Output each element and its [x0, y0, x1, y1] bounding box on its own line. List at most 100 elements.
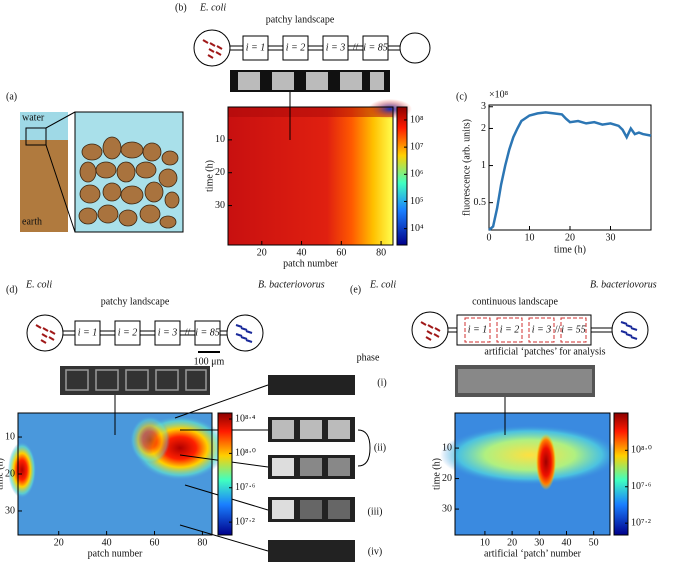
- 1: (ii): [374, 442, 386, 453]
- x-axis-label: patch number: [88, 548, 143, 559]
- predator: [235, 333, 243, 337]
- colorbar: [396, 106, 408, 246]
- patch: [362, 35, 389, 61]
- water-label: water: [22, 112, 45, 123]
- patch: [154, 320, 181, 346]
- patch-label: i = 3: [326, 42, 346, 53]
- y-tick-label: 0.5: [474, 197, 487, 208]
- colorbar-tick-label: 10⁵: [410, 196, 424, 207]
- bacterium: [208, 48, 215, 53]
- chamber: [26, 314, 64, 352]
- patch-label: i = 3: [532, 324, 552, 335]
- scale-bar: 100 μm: [194, 356, 225, 367]
- colorbar-tick-label: 10⁸·⁰: [631, 445, 652, 456]
- predator: [235, 324, 243, 328]
- heatmap-d: [8, 351, 371, 562]
- colorbar-tick-label: 10⁷·²: [631, 517, 651, 528]
- bacterium: [420, 321, 427, 326]
- patch-label: i = 1: [246, 42, 266, 53]
- bacterium: [434, 327, 441, 332]
- heatmap-e: [440, 365, 620, 535]
- y-tick-label: 30: [442, 503, 452, 514]
- bacterium: [42, 327, 49, 332]
- bacterium: [215, 51, 222, 56]
- xlabel: time (h): [554, 244, 586, 255]
- plot-frame: [488, 104, 652, 231]
- label: (e): [350, 284, 361, 295]
- y-tick-label: 10: [442, 442, 452, 453]
- y-tick-label: 1: [481, 160, 486, 171]
- 3: (iv): [368, 546, 382, 557]
- predator: [245, 330, 253, 334]
- bacterium: [35, 324, 42, 329]
- earth-label: earth: [22, 216, 42, 227]
- bacterium: [427, 324, 434, 329]
- x-tick-label: 60: [336, 247, 346, 258]
- patch-label: i = 2: [118, 327, 138, 338]
- y-tick-label: 30: [5, 505, 15, 516]
- y-tick-label: 3: [481, 101, 486, 112]
- x-tick-label: 10: [480, 537, 490, 548]
- y-tick-label: 20: [442, 473, 452, 484]
- y-axis-label: fluorescence (arb. units): [461, 119, 472, 216]
- patch: [282, 35, 309, 61]
- zoom-box: [25, 127, 47, 146]
- x-tick-label: 20: [54, 537, 64, 548]
- plot-frame: [227, 106, 394, 246]
- colorbar-tick-label: 10⁸·⁴: [235, 413, 256, 424]
- x-tick-label: 40: [102, 537, 112, 548]
- bacterium: [202, 39, 209, 44]
- 0: (i): [377, 377, 386, 388]
- patch-label: i = 1: [468, 324, 488, 335]
- organism: E. coli: [25, 279, 52, 290]
- x-tick-label: 40: [561, 537, 571, 548]
- plot-frame: [454, 412, 611, 536]
- break: //: [353, 42, 359, 53]
- y-axis-label: time (h): [431, 458, 442, 490]
- patch-label: i = 55: [561, 324, 586, 335]
- bacterium: [426, 330, 433, 335]
- y-tick-label: 20: [5, 468, 15, 479]
- patch-label: i = 2: [286, 42, 306, 53]
- y-tick-label: 10: [215, 134, 225, 145]
- colorbar-tick-label: 10⁴: [410, 223, 424, 234]
- x-tick-label: 20: [507, 537, 517, 548]
- colorbar-tick-label: 10⁸·⁰: [235, 448, 256, 459]
- chamber: [226, 314, 264, 352]
- x-tick-label: 30: [534, 537, 544, 548]
- y-tick-label: 30: [215, 200, 225, 211]
- y-axis-label: time (h): [0, 458, 5, 490]
- patch: [528, 317, 555, 343]
- y-tick-label: 20: [215, 167, 225, 178]
- panel-a: (a) water earth: [6, 91, 184, 233]
- break: //: [185, 327, 191, 338]
- bacterium: [48, 336, 55, 341]
- predator: [625, 333, 633, 337]
- patch-label: i = 85: [363, 42, 388, 53]
- patch-label: i = 3: [158, 327, 178, 338]
- bacterium: [49, 330, 56, 335]
- patch: [194, 320, 221, 346]
- predator: [630, 336, 638, 340]
- break: //: [555, 324, 561, 335]
- soil-grains: [78, 136, 180, 229]
- predator: [620, 330, 628, 334]
- x-tick-label: 30: [606, 232, 616, 243]
- patch: [114, 320, 141, 346]
- phase-title: phase: [357, 352, 380, 363]
- note: artificial ‘patches’ for analysis: [484, 346, 605, 357]
- water: [20, 112, 68, 140]
- x-tick-label: 20: [565, 232, 575, 243]
- colorbar-tick-label: 10⁸: [410, 114, 424, 125]
- x-tick-label: 0: [487, 232, 492, 243]
- chamber: [411, 311, 449, 349]
- organism: E. coli: [199, 2, 226, 13]
- colorbar: [613, 412, 629, 536]
- heatmap-b: [228, 70, 412, 245]
- colorbar-tick-label: 10⁷·⁶: [631, 481, 652, 492]
- organism: E. coli: [369, 279, 396, 290]
- x-axis-label: artificial ‘patch’ number: [484, 548, 582, 559]
- chamber: [193, 29, 231, 67]
- title: patchy landscape: [266, 14, 335, 25]
